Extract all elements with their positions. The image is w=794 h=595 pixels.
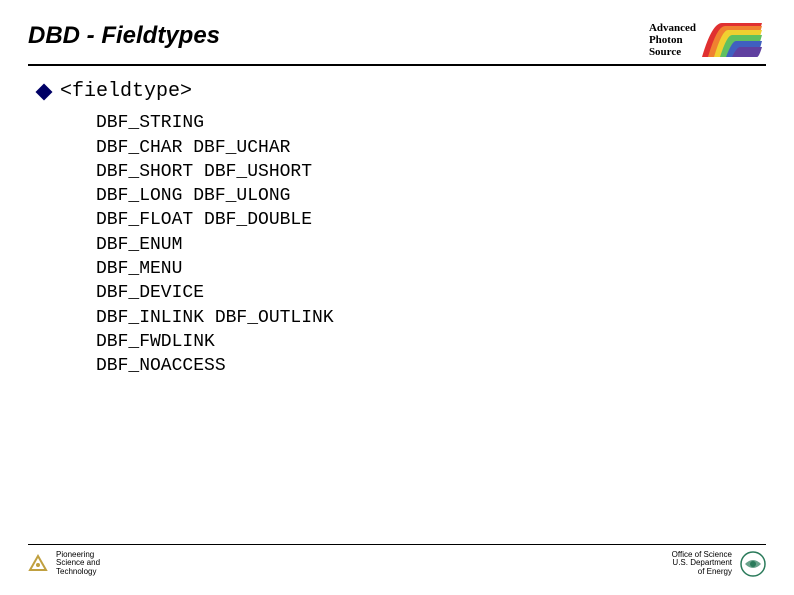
rainbow-icon [702, 23, 762, 57]
footer-left-line3: Technology [56, 568, 100, 577]
code-line: DBF_FLOAT DBF_DOUBLE [96, 210, 312, 230]
footer-right: Office of Science U.S. Department of Ene… [672, 551, 766, 577]
slide-footer: Pioneering Science and Technology Office… [28, 544, 766, 577]
code-line: DBF_STRING [96, 113, 204, 133]
code-line: DBF_MENU [96, 259, 182, 279]
footer-right-line3: of Energy [672, 568, 732, 577]
code-line: DBF_ENUM [96, 235, 182, 255]
code-line: DBF_CHAR DBF_UCHAR [96, 138, 290, 158]
aps-logo-text: Advanced Photon Source [649, 22, 696, 58]
aps-logo-line2: Photon [649, 34, 696, 46]
code-line: DBF_FWDLINK [96, 332, 215, 352]
slide-content: <fieldtype> DBF_STRING DBF_CHAR DBF_UCHA… [28, 80, 766, 378]
code-line: DBF_NOACCESS [96, 356, 226, 376]
footer-right-text: Office of Science U.S. Department of Ene… [672, 551, 732, 577]
argonne-icon [28, 554, 48, 574]
doe-icon [740, 551, 766, 577]
code-line: DBF_INLINK DBF_OUTLINK [96, 308, 334, 328]
slide-header: DBD - Fieldtypes Advanced Photon Source [28, 22, 766, 66]
footer-left-text: Pioneering Science and Technology [56, 551, 100, 577]
aps-logo-line1: Advanced [649, 22, 696, 34]
diamond-bullet-icon [36, 83, 53, 100]
code-line: DBF_DEVICE [96, 283, 204, 303]
footer-left: Pioneering Science and Technology [28, 551, 100, 577]
slide: DBD - Fieldtypes Advanced Photon Source … [0, 0, 794, 595]
bullet-row: <fieldtype> [38, 80, 766, 103]
aps-logo-line3: Source [649, 46, 696, 58]
code-line: DBF_LONG DBF_ULONG [96, 186, 290, 206]
aps-logo: Advanced Photon Source [649, 22, 766, 58]
code-block: DBF_STRING DBF_CHAR DBF_UCHAR DBF_SHORT … [38, 111, 766, 378]
slide-title: DBD - Fieldtypes [28, 22, 220, 50]
code-line: DBF_SHORT DBF_USHORT [96, 162, 312, 182]
bullet-label: <fieldtype> [60, 80, 192, 103]
